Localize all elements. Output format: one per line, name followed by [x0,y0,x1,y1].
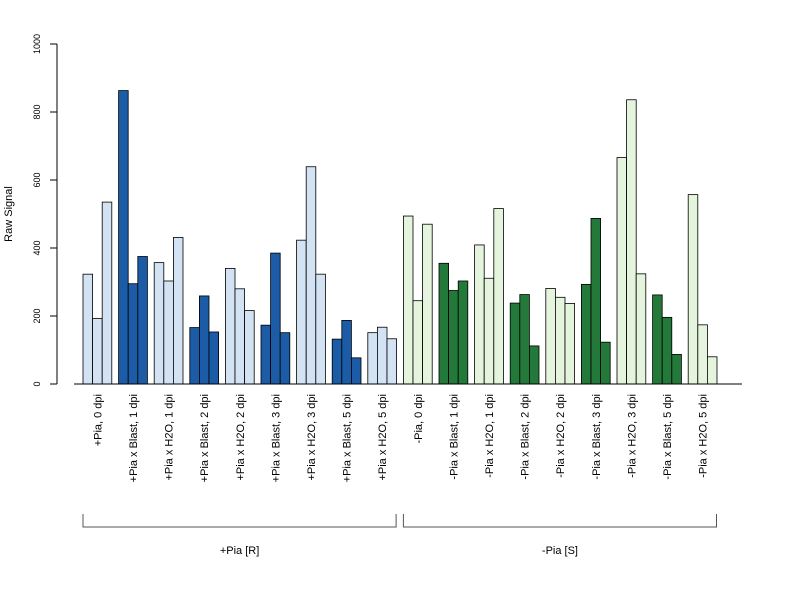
x-tick-label: +Pia x Blast, 1 dpi [128,394,140,482]
bar [296,239,307,385]
group-bracket [402,514,717,528]
bar [244,310,255,385]
bar [519,294,530,385]
y-tick-label: 0 [32,381,42,386]
group-bracket [82,514,397,528]
x-tick-label: +Pia x H2O, 3 dpi [306,394,318,481]
bar [402,215,414,385]
x-tick-label: +Pia x Blast, 5 dpi [342,394,354,482]
bar [208,331,220,385]
bar [422,223,433,385]
bar [82,273,94,385]
bars [82,90,718,385]
y-axis: 0 200 400 600 800 1000 [32,34,58,387]
bar [127,283,139,385]
x-tick-label: +Pia x H2O, 2 dpi [235,394,247,481]
group-label: +Pia [R] [220,545,259,557]
bar [172,237,184,385]
y-axis-label: Raw Signal [3,186,15,242]
bar [474,244,485,385]
y-tick-label: 800 [32,104,42,119]
bar [457,280,469,385]
bar [137,256,148,385]
x-tick-label: -Pia x H2O, 3 dpi [626,394,638,478]
bar [652,294,663,385]
bar [224,267,236,385]
bar [581,283,592,385]
x-tick-label: -Pia x H2O, 2 dpi [555,394,567,478]
x-tick-label: -Pia x Blast, 2 dpi [520,394,532,480]
x-tick-label: +Pia, 0 dpi [92,394,104,446]
bar [661,316,673,385]
bar [438,262,450,385]
bar [315,273,326,385]
x-tick-label: +Pia x H2O, 1 dpi [164,394,176,481]
bar [687,194,699,385]
x-tick-label: +Pia x H2O, 5 dpi [377,394,389,481]
bar [386,338,398,385]
bar [341,320,352,385]
bar [189,327,200,385]
group-label: -Pia [S] [542,545,578,557]
bar [234,288,246,385]
bar [163,280,174,385]
x-tick-label: -Pia x Blast, 3 dpi [591,394,603,480]
bar [260,324,272,385]
bar [376,326,388,385]
bar [616,157,628,385]
y-tick-label: 1000 [32,34,42,54]
x-tick-label: -Pia x Blast, 1 dpi [448,394,460,480]
x-tick-label: +Pia x Blast, 3 dpi [270,394,282,482]
y-tick-label: 200 [32,308,42,323]
bar [101,201,113,385]
bar [697,324,708,385]
bar [92,317,103,385]
bar [367,332,378,385]
bar [350,357,362,385]
bar [483,277,495,385]
bar [635,273,647,385]
x-tick-label: +Pia x Blast, 2 dpi [199,394,211,482]
bar [671,354,682,385]
bar [153,262,165,385]
bar [305,166,317,385]
x-tick-labels: +Pia, 0 dpi +Pia x Blast, 1 dpi +Pia x H2O… [92,394,709,482]
group-brackets: +Pia [R] -Pia [S] [82,514,717,557]
bar [529,345,540,385]
bar [331,338,343,385]
bar [279,332,291,385]
bar [590,218,602,385]
bar [555,296,566,385]
y-tick-label: 600 [32,172,42,187]
x-tick-label: -Pia, 0 dpi [413,394,425,444]
x-tick-label: -Pia x Blast, 5 dpi [662,394,674,480]
bar [270,252,281,385]
bar [412,300,424,385]
bar [198,295,210,385]
y-tick-label: 400 [32,240,42,255]
x-tick-label: -Pia x H2O, 5 dpi [698,394,710,478]
bar [564,303,576,385]
bar [448,290,459,385]
bar [626,99,637,385]
bar [545,288,556,385]
x-tick-label: -Pia x H2O, 1 dpi [484,394,496,478]
bar [118,90,129,385]
bar [707,356,718,385]
bar [509,302,521,385]
bar [600,341,611,385]
bar [493,208,504,385]
